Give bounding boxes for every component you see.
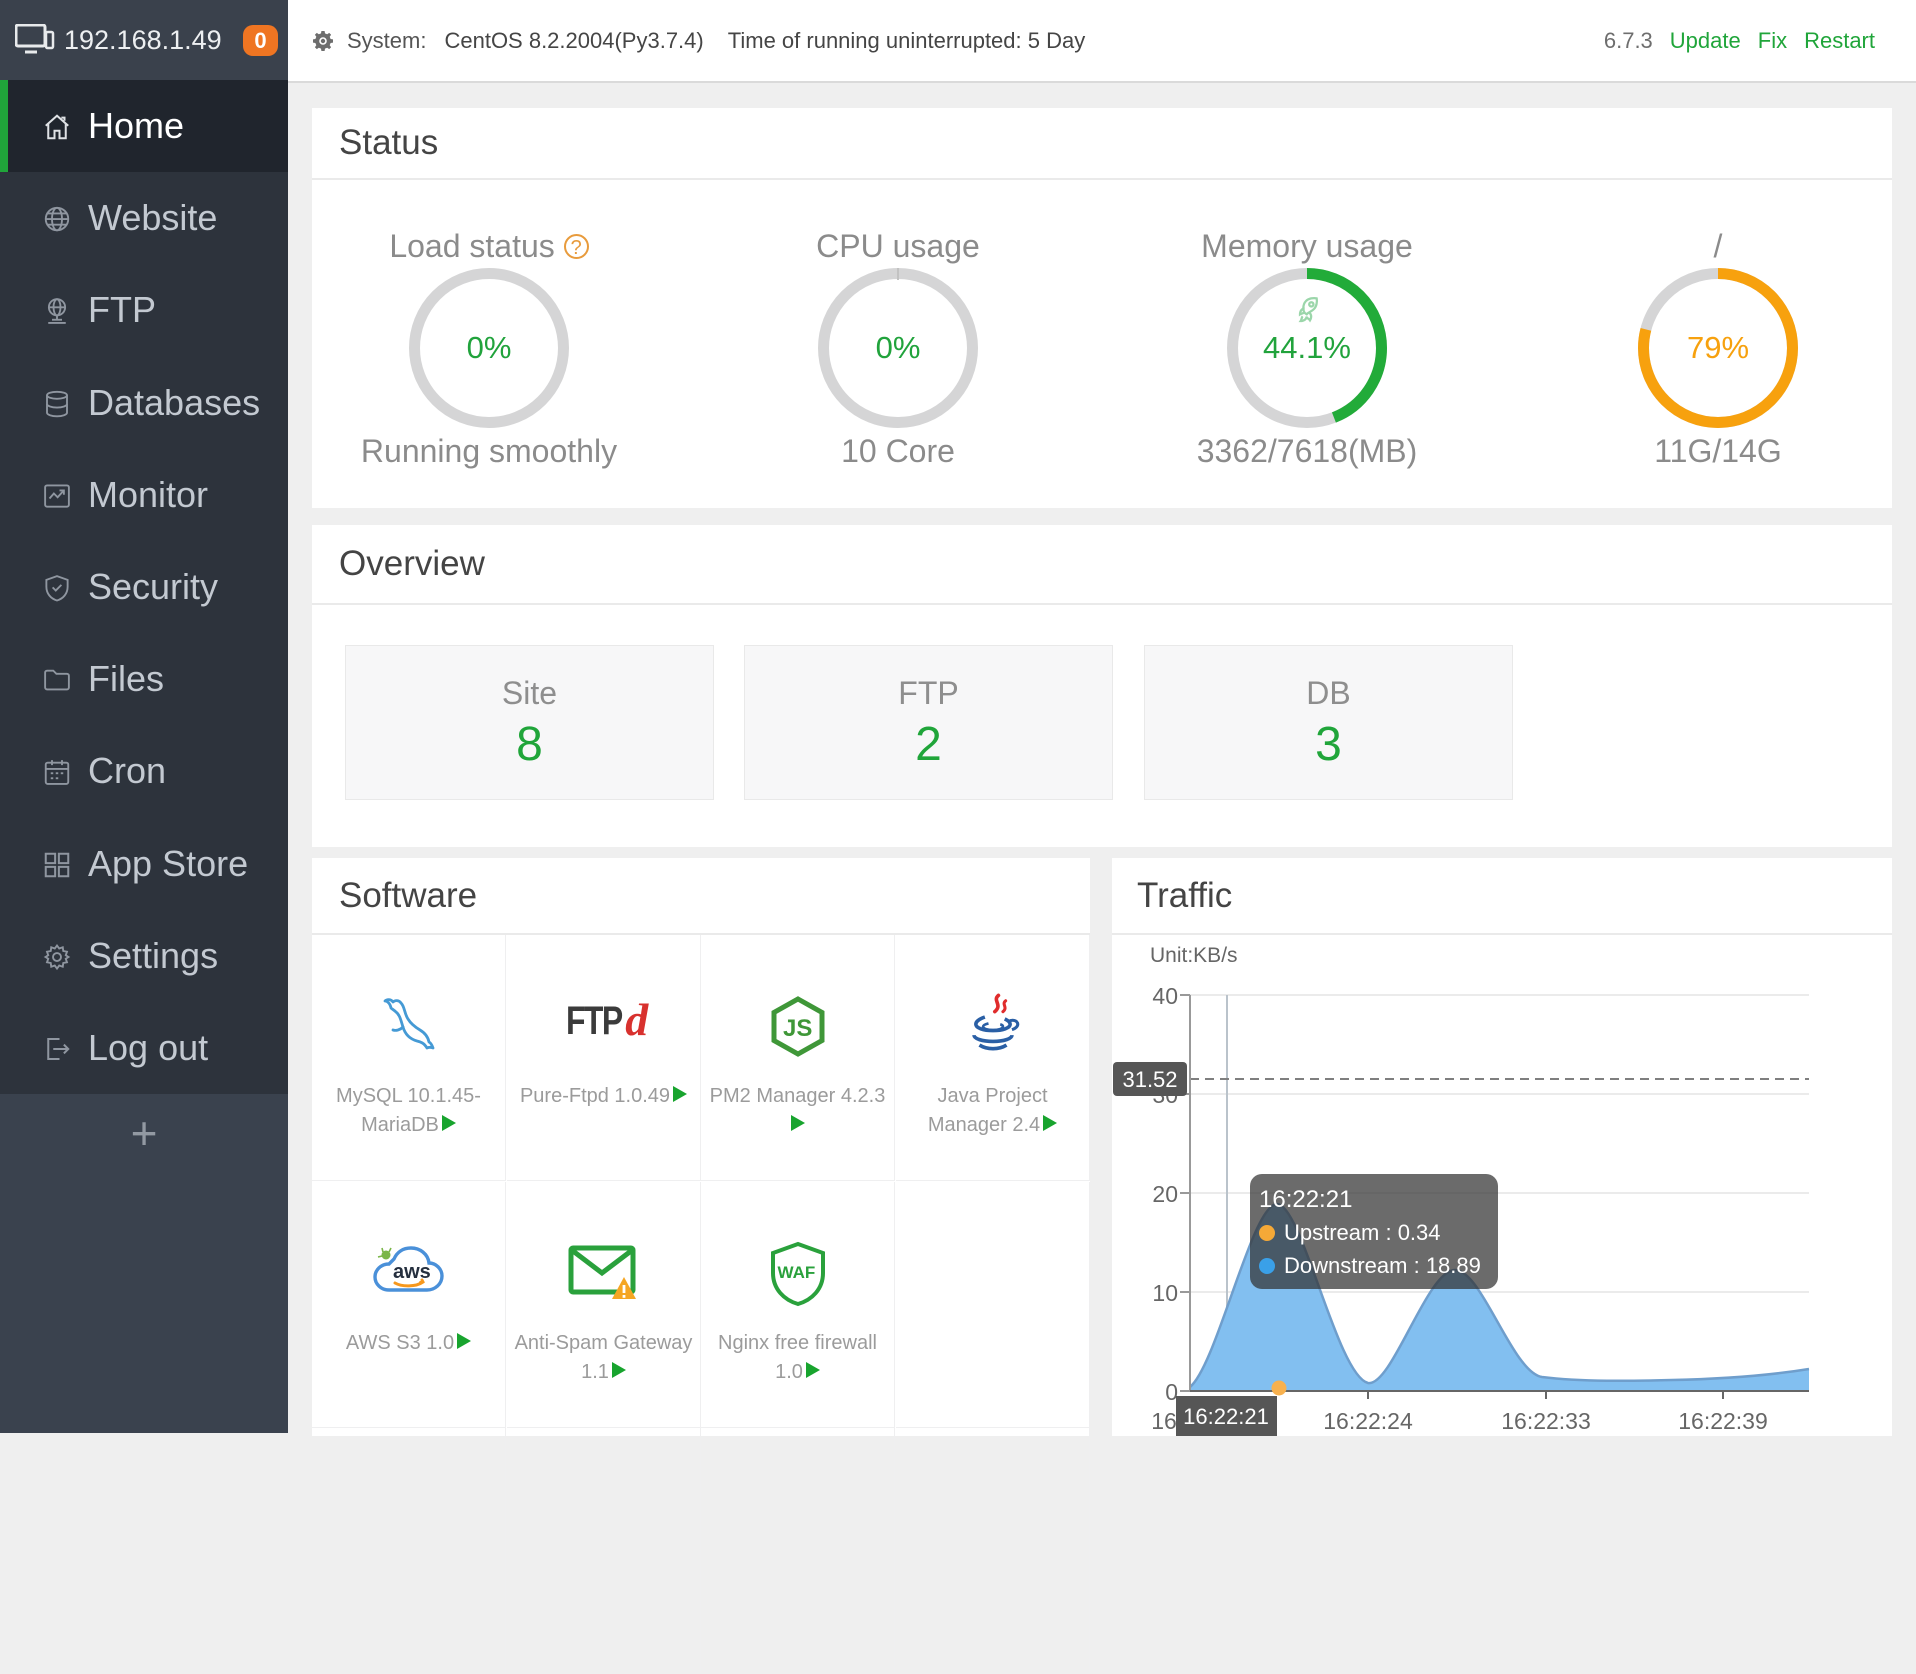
svg-text:31.52: 31.52 [1122, 1067, 1177, 1092]
svg-text:16:22:24: 16:22:24 [1323, 1408, 1413, 1434]
svg-text:0: 0 [1165, 1379, 1178, 1405]
svg-text:JS: JS [783, 1015, 812, 1042]
svg-text:16:22:39: 16:22:39 [1678, 1408, 1768, 1434]
svg-text:16:22:21: 16:22:21 [1183, 1404, 1269, 1429]
svg-text:10: 10 [1152, 1280, 1178, 1306]
svg-text:20: 20 [1152, 1181, 1178, 1207]
svg-text:aws: aws [393, 1261, 431, 1283]
svg-text:WAF: WAF [777, 1263, 815, 1282]
svg-text:16:22:33: 16:22:33 [1501, 1408, 1591, 1434]
svg-text:40: 40 [1152, 983, 1178, 1009]
